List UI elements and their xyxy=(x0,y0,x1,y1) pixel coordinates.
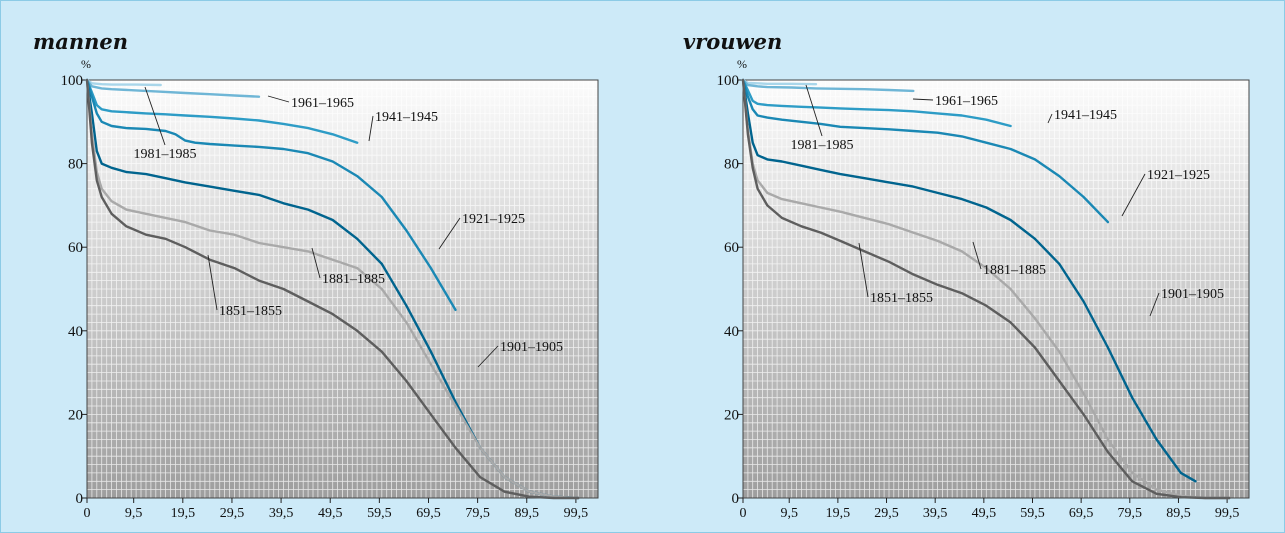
x-tick-label: 29,5 xyxy=(874,506,899,521)
series-line-1921-1925 xyxy=(85,78,457,312)
leader-line xyxy=(311,247,321,279)
series-label: 1851–1855 xyxy=(870,291,933,306)
series-label: 1941–1945 xyxy=(1054,108,1117,123)
plot-frame xyxy=(742,79,1250,499)
series-label: 1921–1925 xyxy=(1147,168,1210,183)
x-tick-label: 79,5 xyxy=(465,506,490,521)
x-tick-label: 29,5 xyxy=(220,506,245,521)
series-line-1961-1965 xyxy=(741,78,915,93)
series-line-1961-1965 xyxy=(85,78,261,98)
y-axis-unit: % xyxy=(81,57,91,71)
series-line-1981-1985 xyxy=(85,78,162,87)
y-tick-label: 80 xyxy=(68,157,83,173)
x-tick-label: 79,5 xyxy=(1118,506,1143,521)
x-tick-label: 19,5 xyxy=(171,506,196,521)
y-axis-unit: % xyxy=(737,57,747,71)
leader-line xyxy=(438,217,461,250)
series-line-1881-1885 xyxy=(85,78,580,500)
plot-frame xyxy=(86,79,599,499)
leader-line xyxy=(267,95,290,103)
panel-title-vrouwen: vrouwen xyxy=(683,29,783,54)
grid-lines xyxy=(743,80,1249,498)
leader-line xyxy=(368,115,374,142)
x-tick-label: 49,5 xyxy=(972,506,997,521)
series-label: 1921–1925 xyxy=(462,212,525,227)
x-tick-label: 89,5 xyxy=(515,506,540,521)
y-tick-label: 40 xyxy=(724,324,739,340)
series-line-1981-1985 xyxy=(741,78,818,86)
x-tick-label: 89,5 xyxy=(1166,506,1191,521)
x-tick-label: 69,5 xyxy=(1069,506,1094,521)
series-label: 1851–1855 xyxy=(219,304,282,319)
series-label: 1881–1885 xyxy=(322,272,385,287)
series-line-1941-1945 xyxy=(741,78,1012,128)
y-tick-label: 40 xyxy=(68,324,83,340)
x-tick-label: 0 xyxy=(84,506,91,521)
y-tick-label: 20 xyxy=(724,407,739,423)
series-line-1851-1855 xyxy=(741,78,1231,500)
y-tick-label: 0 xyxy=(732,491,740,507)
y-tick-label: 0 xyxy=(76,491,84,507)
x-tick-label: 39,5 xyxy=(923,506,948,521)
leader-line xyxy=(477,345,499,368)
series-line-1941-1945 xyxy=(85,78,359,144)
y-tick-label: 60 xyxy=(68,240,83,256)
leader-line xyxy=(972,241,982,270)
panel-title-mannen: mannen xyxy=(33,29,128,54)
series-label: 1941–1945 xyxy=(375,110,438,125)
leader-line xyxy=(1149,292,1160,317)
leader-line xyxy=(1047,113,1053,124)
series-line-1881-1885 xyxy=(741,78,1231,500)
x-tick-label: 99,5 xyxy=(1215,506,1240,521)
x-tick-label: 69,5 xyxy=(416,506,441,521)
leader-line xyxy=(805,84,823,137)
x-tick-label: 9,5 xyxy=(780,506,798,521)
x-tick-label: 49,5 xyxy=(318,506,343,521)
y-tick-label: 60 xyxy=(724,240,739,256)
series-label: 1881–1885 xyxy=(983,263,1046,278)
leader-line xyxy=(144,86,166,146)
leader-line xyxy=(1121,173,1146,217)
x-tick-label: 39,5 xyxy=(269,506,294,521)
series-label: 1901–1905 xyxy=(1161,287,1224,302)
series-label: 1901–1905 xyxy=(500,340,563,355)
series-label: 1981–1985 xyxy=(791,138,854,153)
series-label: 1961–1965 xyxy=(935,94,998,109)
grid-lines xyxy=(87,80,598,498)
y-tick-label: 100 xyxy=(717,73,740,89)
y-tick-label: 100 xyxy=(61,73,84,89)
y-tick-label: 20 xyxy=(68,407,83,423)
x-tick-label: 99,5 xyxy=(564,506,589,521)
x-tick-label: 59,5 xyxy=(367,506,392,521)
leader-line xyxy=(207,254,218,311)
series-line-1901-1905 xyxy=(741,78,1197,483)
series-label: 1981–1985 xyxy=(134,147,197,162)
series-line-1921-1925 xyxy=(741,78,1110,224)
series-line-1851-1855 xyxy=(85,78,580,500)
x-tick-label: 59,5 xyxy=(1020,506,1045,521)
x-tick-label: 19,5 xyxy=(826,506,851,521)
leader-line xyxy=(912,98,934,101)
x-tick-label: 0 xyxy=(740,506,747,521)
series-label: 1961–1965 xyxy=(291,96,354,111)
leader-line xyxy=(858,242,869,298)
y-tick-label: 80 xyxy=(724,157,739,173)
x-tick-label: 9,5 xyxy=(125,506,143,521)
